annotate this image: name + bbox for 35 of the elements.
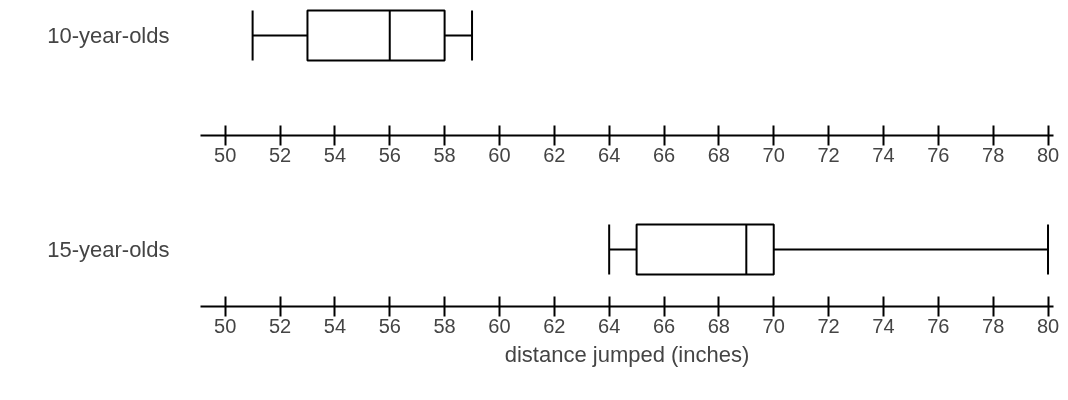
x-tick-label: 80 [1036,143,1060,166]
x-tick-label: 52 [268,314,292,337]
x-tick-label: 56 [378,314,401,337]
x-tick-label: 74 [872,314,895,337]
x-tick-label: 62 [543,314,566,337]
x-tick-label: 68 [707,143,731,166]
x-tick-label: 70 [762,314,785,337]
x-axis-title: distance jumped (inches) [504,341,750,367]
x-tick-label: 64 [598,143,621,166]
x-tick-label: 54 [323,143,347,166]
x-tick-label: 72 [817,143,840,166]
x-tick-label: 70 [762,143,785,166]
x-tick-label: 60 [488,143,511,166]
x-tick-label: 80 [1036,314,1060,337]
x-tick-label: 62 [543,143,566,166]
x-tick-label: 78 [982,143,1005,166]
x-tick-label: 58 [433,314,456,337]
x-tick-label: 74 [872,143,895,166]
x-tick-label: 50 [214,143,237,166]
x-tick-label: 66 [652,314,676,337]
x-tick-label: 60 [488,314,511,337]
x-tick-label: 56 [378,143,401,166]
x-tick-label: 72 [817,314,840,337]
x-tick-label: 68 [707,314,731,337]
x-tick-label: 58 [433,143,456,166]
x-tick-label: 64 [598,314,621,337]
y-tick-label: 15-year-olds [47,237,170,262]
x-tick-label: 52 [268,143,292,166]
x-tick-label: 54 [323,314,347,337]
y-tick-label: 10-year-olds [47,23,170,48]
x-tick-label: 50 [214,314,237,337]
x-tick-label: 78 [982,314,1005,337]
x-tick-label: 76 [927,143,950,166]
x-tick-label: 66 [652,143,676,166]
x-tick-label: 76 [927,314,950,337]
